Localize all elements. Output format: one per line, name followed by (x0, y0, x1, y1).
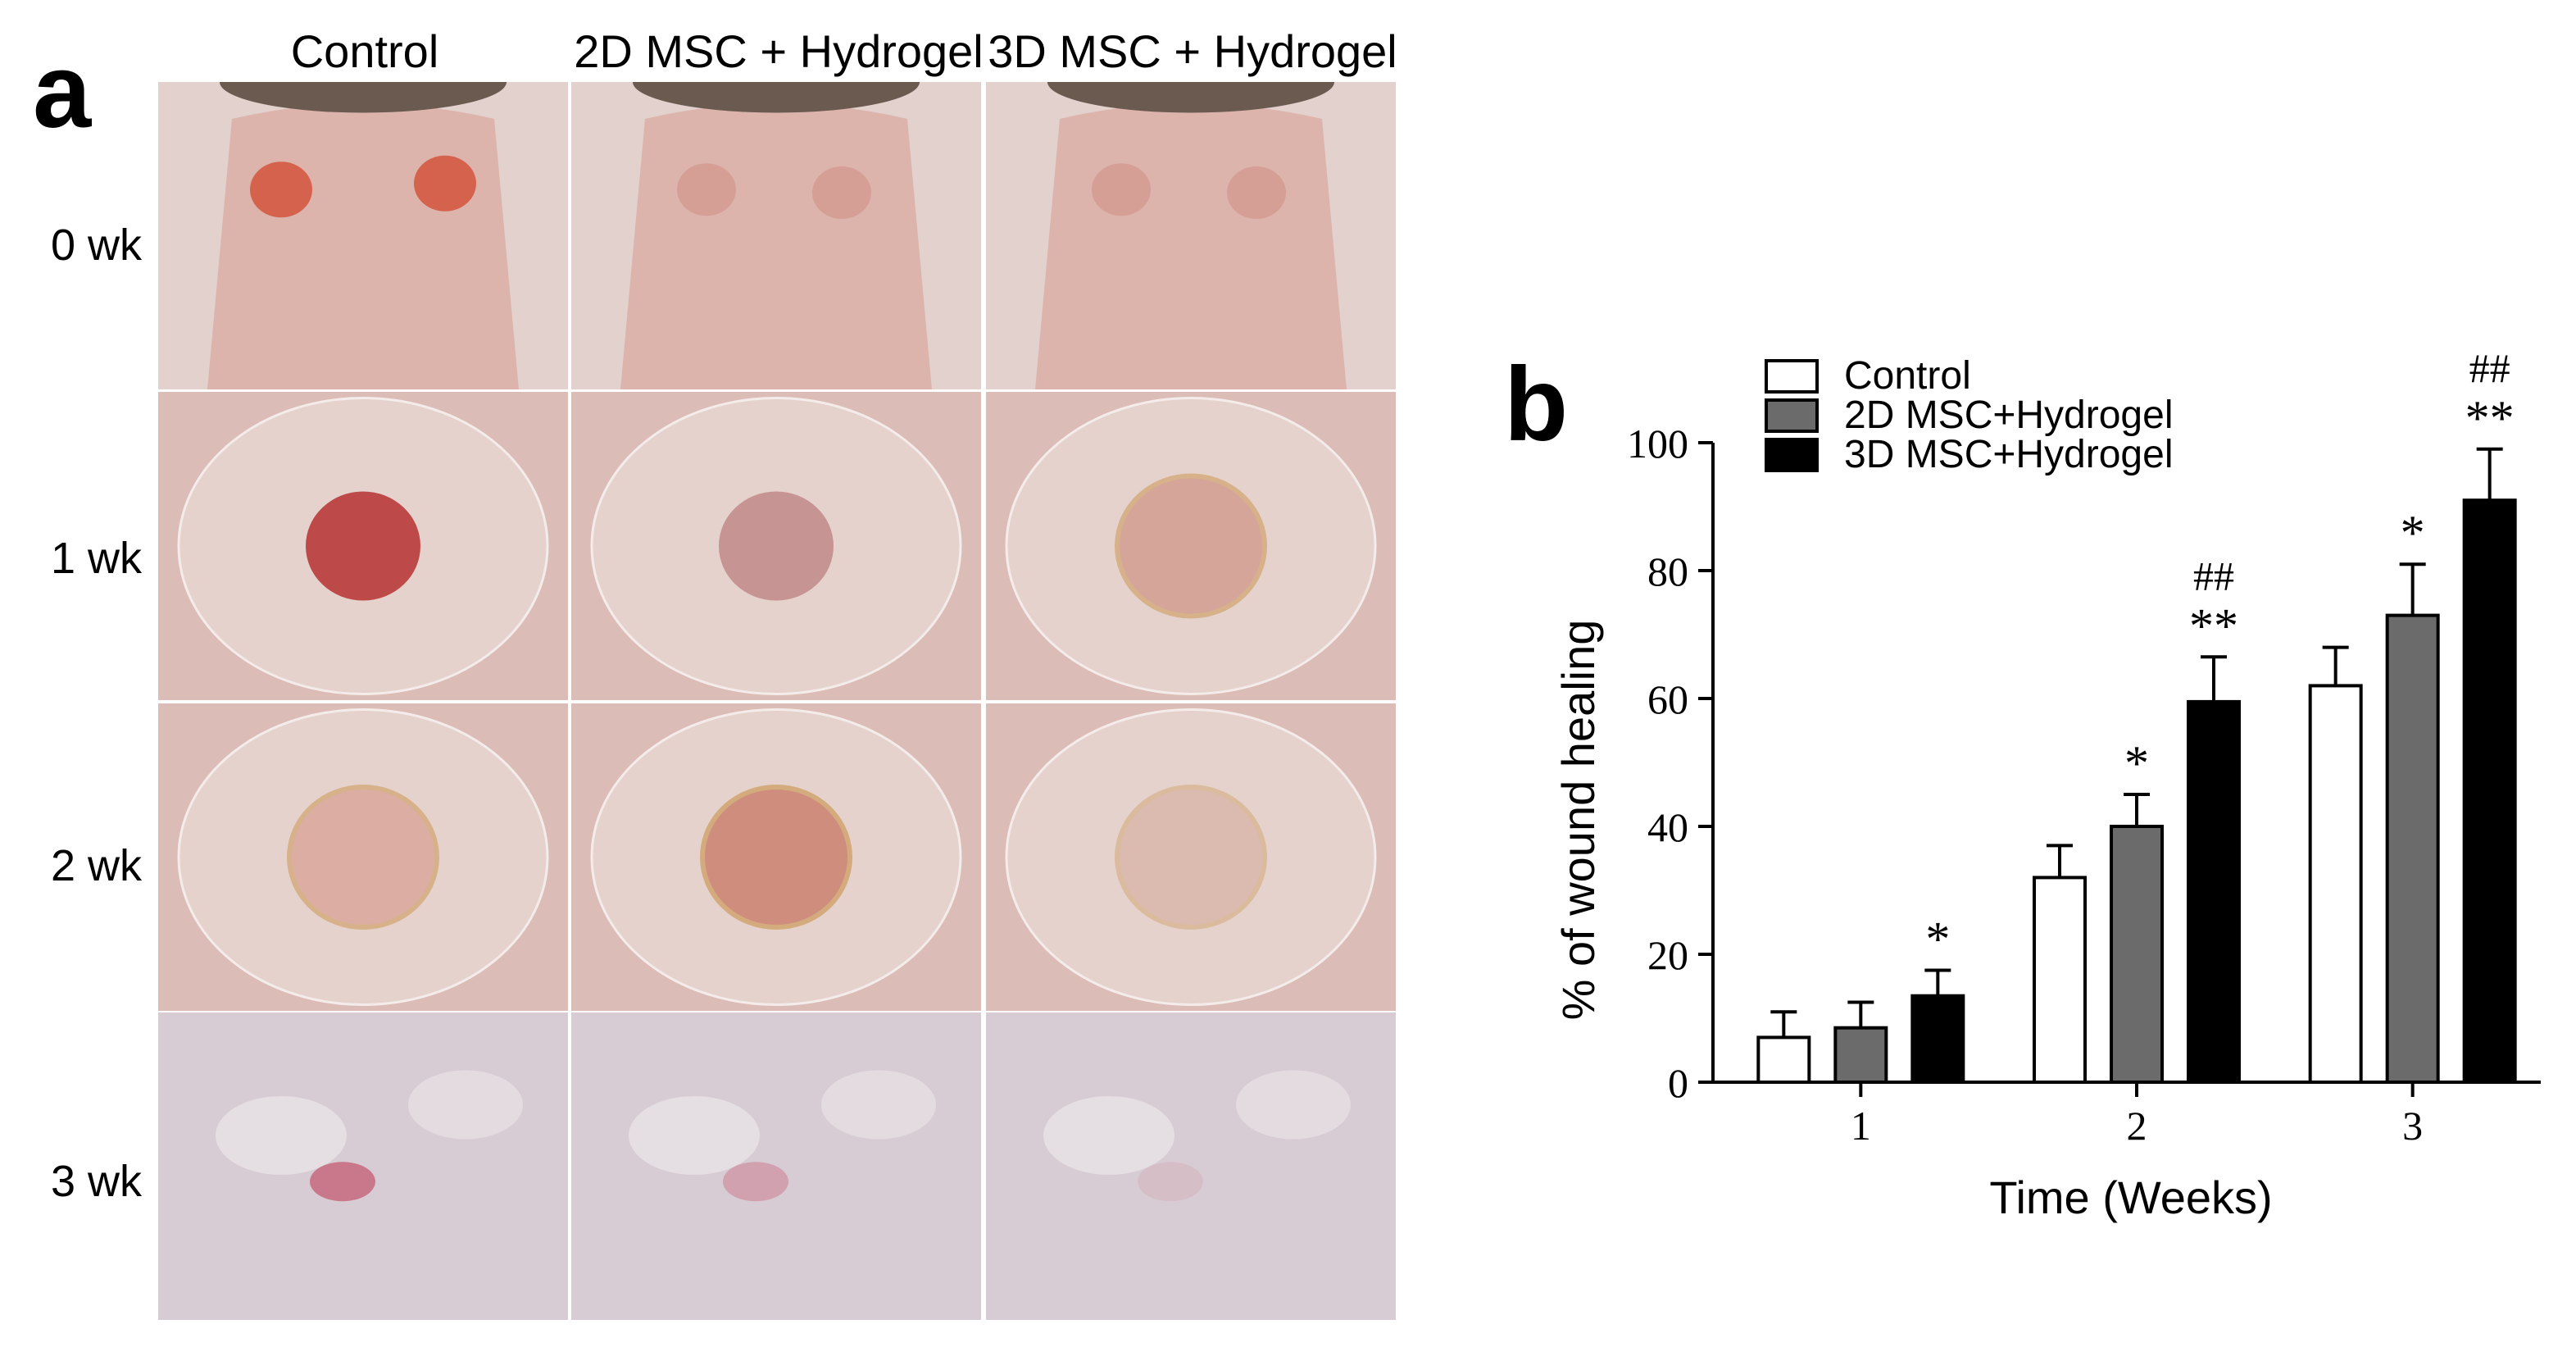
column-header-3d-msc: 3D MSC + Hydrogel (988, 25, 1397, 77)
column-header-2d-msc: 2D MSC + Hydrogel (574, 25, 984, 77)
bar-2d-msc-hydrogel-week-2 (2110, 825, 2164, 1084)
chart-bars: ****##***## (1756, 345, 2517, 1085)
legend-swatch-1 (1765, 398, 1819, 433)
significance-marker-hash: ## (2193, 553, 2234, 598)
y-tick-label: 80 (1647, 548, 1688, 594)
x-tick-label: 2 (2127, 1103, 2147, 1149)
legend-swatch-2 (1765, 438, 1819, 472)
bar-control-week-2 (2033, 876, 2087, 1085)
y-tick-label: 0 (1668, 1060, 1688, 1106)
wound-photo-r1-c2 (986, 392, 1396, 700)
significance-marker: * (2124, 736, 2149, 790)
row-label-0-wk: 0 wk (51, 221, 143, 270)
row-label-3-wk: 3 wk (51, 1157, 143, 1206)
x-tick-label: 3 (2402, 1103, 2423, 1149)
wound-photo-r1-c1 (571, 392, 981, 700)
row-label-2-wk: 2 wk (51, 841, 143, 890)
panel-a-letter: a (33, 33, 92, 150)
significance-marker: ** (2189, 598, 2238, 653)
wound-photo-r2-c0 (158, 703, 568, 1011)
y-tick-label: 100 (1627, 421, 1688, 466)
row-label-1-wk: 1 wk (51, 534, 143, 583)
significance-marker: * (2401, 506, 2425, 560)
chart-axes: 0 20 40 60 80 100 1 2 3 (1627, 421, 2541, 1149)
y-axis-label: % of wound healing (1552, 620, 1604, 1021)
bar-control-week-3 (2308, 684, 2363, 1084)
y-tick-label: 60 (1647, 676, 1688, 722)
bar-3d-msc-hydrogel-week-3 (2462, 498, 2517, 1084)
wound-photo-r1-c0 (158, 392, 568, 700)
column-header-control: Control (290, 25, 439, 77)
wound-photo-r0-c0 (158, 82, 568, 389)
wound-photo-r0-c2 (986, 82, 1396, 389)
y-tick-label: 40 (1647, 804, 1688, 850)
significance-marker: ** (2465, 391, 2515, 445)
x-axis-label: Time (Weeks) (1989, 1172, 2272, 1223)
significance-marker: * (1925, 912, 1950, 967)
bar-2d-msc-hydrogel-week-1 (1833, 1026, 1888, 1085)
panel-b-letter: b (1504, 346, 1569, 463)
wound-photo-r2-c1 (571, 703, 981, 1011)
wound-photo-r2-c2 (986, 703, 1396, 1011)
bar-3d-msc-hydrogel-week-2 (2187, 699, 2241, 1084)
legend-swatch-0 (1765, 359, 1819, 394)
legend-label-0: Control (1844, 354, 1971, 398)
wound-photo-r3-c2 (986, 1012, 1396, 1320)
wound-photo-r3-c0 (158, 1012, 568, 1320)
legend-label-2: 3D MSC+Hydrogel (1844, 433, 2173, 476)
wound-photo-r0-c1 (571, 82, 981, 389)
bar-2d-msc-hydrogel-week-3 (2385, 613, 2440, 1085)
significance-marker-hash: ## (2469, 345, 2510, 391)
legend-label-1: 2D MSC+Hydrogel (1844, 394, 2173, 437)
bar-3d-msc-hydrogel-week-1 (1910, 994, 1965, 1085)
y-tick-label: 20 (1647, 932, 1688, 978)
x-tick-label: 1 (1851, 1103, 1871, 1149)
bar-control-week-1 (1756, 1035, 1811, 1085)
wound-photo-r3-c1 (571, 1012, 981, 1320)
